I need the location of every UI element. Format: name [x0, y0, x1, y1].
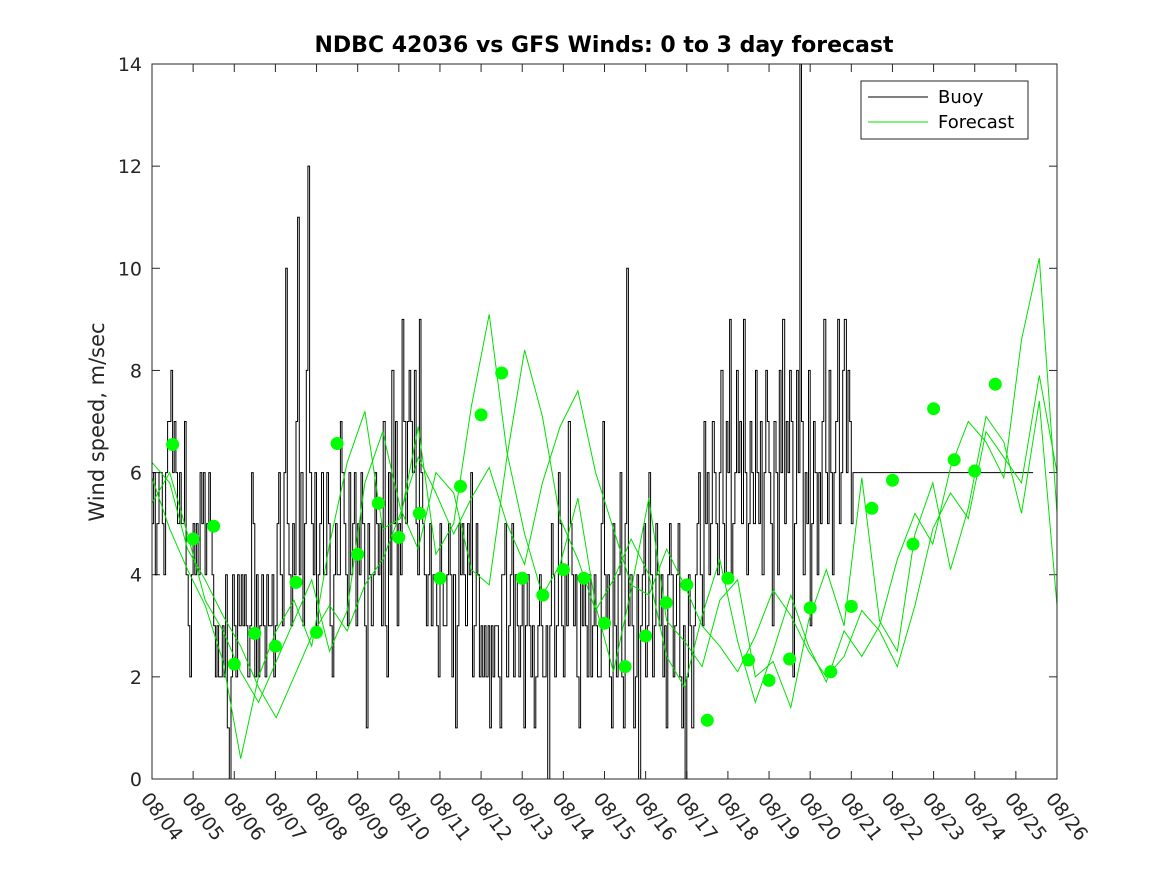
forecast-marker [824, 665, 838, 679]
forecast-marker [680, 578, 694, 592]
forecast-marker [783, 652, 797, 666]
forecast-marker [639, 629, 653, 643]
forecast-marker [598, 616, 611, 630]
forecast-marker [618, 660, 632, 674]
forecast-marker [166, 438, 180, 451]
forecast-marker [248, 626, 262, 640]
forecast-marker [927, 402, 941, 416]
forecast-trace-3 [151, 314, 1058, 759]
forecast-marker [865, 501, 879, 515]
forecast-marker [886, 473, 899, 487]
forecast-trace-2 [151, 257, 1058, 705]
buoy-line [152, 63, 1034, 780]
forecast-marker [515, 571, 529, 585]
forecast-marker [803, 601, 817, 615]
forecast-marker [351, 547, 365, 561]
legend: Buoy Forecast [860, 80, 1029, 140]
forecast-marker [289, 575, 303, 589]
forecast-marker [988, 377, 1002, 391]
y-tick-label: 6 [130, 463, 142, 485]
plot-frame [151, 63, 1058, 780]
y-tick-label: 12 [118, 156, 142, 178]
forecast-marker [330, 437, 344, 450]
forecast-marker [474, 408, 488, 422]
forecast-marker [906, 537, 920, 551]
y-tick-label: 10 [118, 258, 142, 280]
forecast-marker [495, 366, 509, 380]
forecast-marker [577, 571, 591, 585]
forecast-marker [268, 639, 282, 653]
forecast-marker [762, 673, 776, 687]
forecast-series [151, 257, 1058, 759]
forecast-marker [700, 713, 714, 727]
forecast-marker [968, 464, 982, 478]
forecast-marker [454, 479, 467, 493]
y-axis-label: Wind speed, m/sec [85, 322, 109, 521]
legend-label-buoy: Buoy [938, 87, 984, 108]
legend-label-forecast: Forecast [938, 112, 1014, 133]
forecast-marker [659, 596, 673, 610]
y-tick-label: 14 [118, 54, 142, 76]
forecast-marker [207, 519, 221, 533]
forecast-marker [392, 530, 406, 544]
forecast-marker [412, 506, 426, 520]
forecast-marker [844, 599, 858, 613]
legend-box [860, 80, 1029, 140]
y-tick-label: 2 [130, 667, 142, 689]
forecast-trace-1 [151, 375, 1058, 719]
forecast-marker [742, 653, 755, 667]
forecast-marker [536, 588, 550, 602]
forecast-marker [947, 453, 961, 467]
y-tick-label: 4 [130, 565, 142, 587]
buoy-series [152, 63, 1034, 780]
chart-title: NDBC 42036 vs GFS Winds: 0 to 3 day fore… [315, 33, 894, 58]
forecast-marker [186, 532, 200, 546]
forecast-marker [433, 571, 447, 585]
y-tick-label: 8 [130, 360, 142, 382]
forecast-marker [556, 563, 570, 577]
y-tick-label: 0 [130, 769, 142, 791]
forecast-marker [371, 496, 385, 510]
forecast-marker [227, 657, 241, 671]
forecast-markers [166, 366, 1002, 727]
forecast-marker [721, 571, 735, 585]
forecast-marker [310, 625, 323, 639]
